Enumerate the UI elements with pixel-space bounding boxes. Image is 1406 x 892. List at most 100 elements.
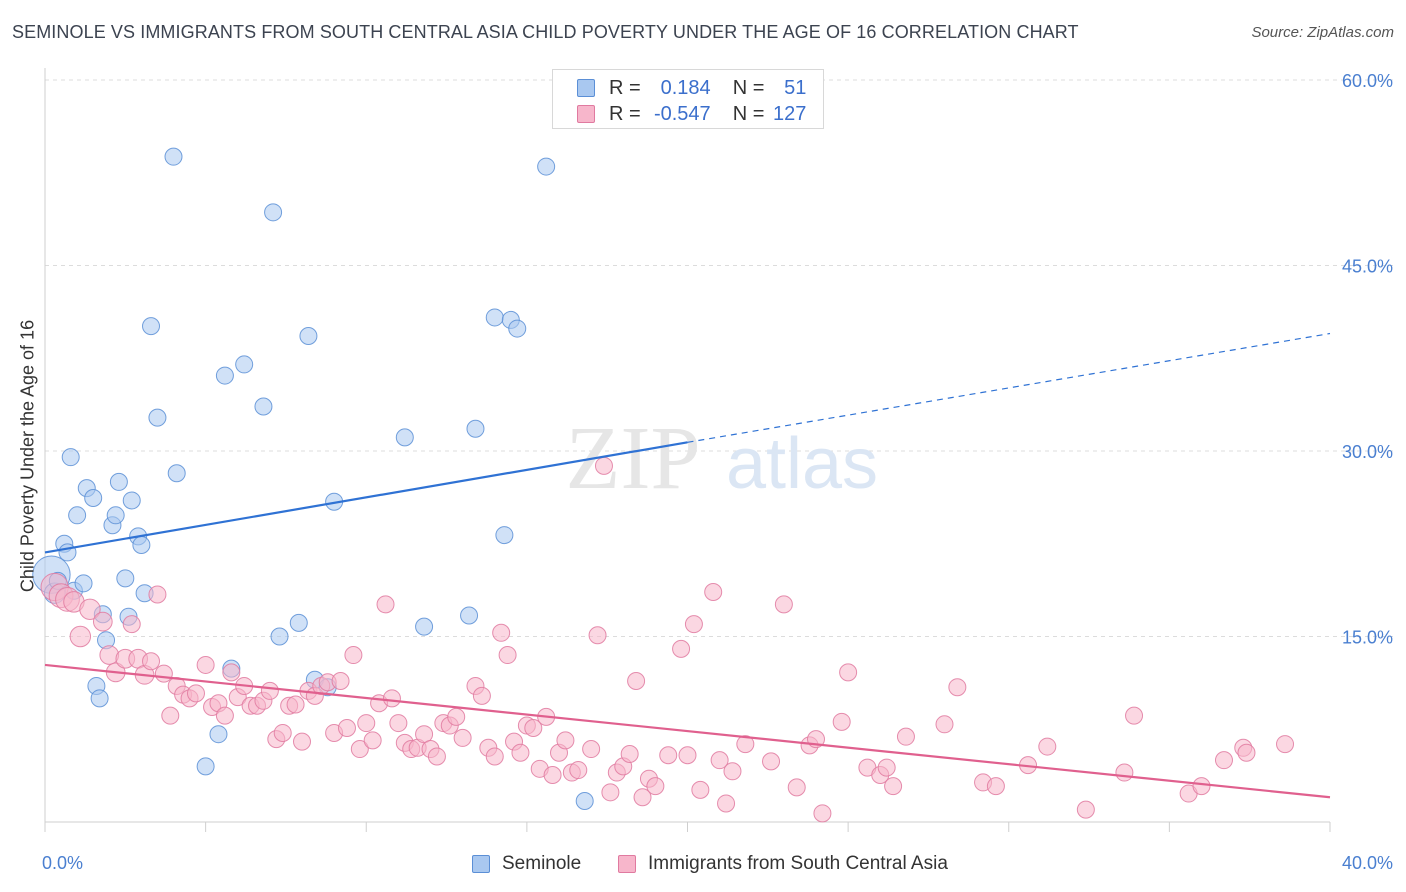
seminole-point xyxy=(116,569,135,588)
immigrants-point xyxy=(142,652,161,671)
immigrants-point xyxy=(1038,737,1057,756)
immigrants-point xyxy=(832,712,851,731)
bottom-legend-immigrants: Immigrants from South Central Asia xyxy=(618,851,948,877)
immigrants-point xyxy=(357,714,376,733)
immigrants-point xyxy=(1192,777,1211,796)
source-credit: Source: ZipAtlas.com xyxy=(1251,24,1394,41)
immigrants-point xyxy=(99,645,120,665)
seminole-r-value: 0.184 xyxy=(660,76,711,99)
r-label: R = xyxy=(609,76,641,99)
seminole-point xyxy=(209,725,228,744)
immigrants-swatch xyxy=(577,105,595,123)
immigrants-point xyxy=(633,788,652,807)
immigrants-point xyxy=(427,747,446,766)
immigrants-point xyxy=(337,719,356,738)
immigrants-point xyxy=(948,678,967,697)
immigrants-point xyxy=(186,684,205,703)
seminole-point xyxy=(254,397,273,416)
immigrants-point xyxy=(492,623,511,642)
chart-title: SEMINOLE VS IMMIGRANTS FROM SOUTH CENTRA… xyxy=(12,22,1079,42)
immigrants-point xyxy=(485,747,504,766)
immigrants-point xyxy=(736,735,755,754)
legend-row-immigrants: R = -0.547 N = 127 xyxy=(577,101,806,127)
immigrants-point xyxy=(704,582,723,601)
seminole-point xyxy=(74,574,93,593)
seminole-point xyxy=(495,526,514,545)
stats-legend: R = 0.184 N = 51 R = -0.547 N = 127 xyxy=(552,69,824,129)
immigrants-point xyxy=(588,626,607,645)
immigrants-point xyxy=(350,740,369,759)
immigrants-point xyxy=(659,746,678,765)
immigrants-point xyxy=(511,743,530,762)
x-tick-label: 0.0% xyxy=(42,853,83,873)
immigrants-point xyxy=(601,783,620,802)
seminole-legend-label: Seminole xyxy=(502,853,582,874)
seminole-point xyxy=(264,203,283,222)
seminole-point xyxy=(575,791,594,810)
r-label: R = xyxy=(609,102,641,125)
immigrants-point xyxy=(986,777,1005,796)
seminole-point xyxy=(485,308,504,327)
seminole-point xyxy=(215,366,234,385)
immigrants-point xyxy=(363,731,382,750)
immigrants-point xyxy=(524,719,543,738)
seminole-point xyxy=(122,491,141,510)
immigrants-point xyxy=(215,706,234,725)
immigrants-point xyxy=(672,639,691,658)
seminole-point xyxy=(270,627,289,646)
immigrants-point xyxy=(935,715,954,734)
seminole-point xyxy=(106,506,125,525)
immigrants-point xyxy=(260,681,279,700)
immigrants-point xyxy=(710,751,729,770)
seminole-n-value: 51 xyxy=(784,76,807,99)
immigrants-point xyxy=(447,707,466,726)
immigrants-point xyxy=(594,456,613,475)
immigrants-point xyxy=(498,646,517,665)
y-tick-label: 15.0% xyxy=(1342,628,1393,648)
seminole-point xyxy=(132,535,151,554)
seminole-point xyxy=(466,419,485,438)
immigrants-point xyxy=(620,744,639,763)
seminole-point xyxy=(395,428,414,447)
immigrants-r-value: -0.547 xyxy=(653,102,711,125)
immigrants-point xyxy=(723,762,742,781)
immigrants-point xyxy=(646,777,665,796)
immigrants-n-value: 127 xyxy=(773,102,807,125)
immigrants-point xyxy=(839,663,858,682)
seminole-point xyxy=(196,757,215,776)
immigrants-point xyxy=(684,615,703,634)
seminole-point xyxy=(167,464,186,483)
immigrants-point xyxy=(627,672,646,691)
immigrants-point xyxy=(196,655,215,674)
immigrants-point xyxy=(896,727,915,746)
immigrants-point xyxy=(376,595,395,614)
immigrants-point xyxy=(161,706,180,725)
immigrants-point xyxy=(877,758,896,777)
immigrants-point xyxy=(1076,800,1095,819)
immigrants-trend-line xyxy=(44,663,1331,799)
immigrants-point xyxy=(787,778,806,797)
seminole-trend-extension xyxy=(687,332,1331,443)
immigrants-legend-swatch xyxy=(618,855,636,873)
legend-row-seminole: R = 0.184 N = 51 xyxy=(577,75,806,101)
immigrants-point xyxy=(884,777,903,796)
seminole-point xyxy=(460,606,479,625)
immigrants-legend-label: Immigrants from South Central Asia xyxy=(648,853,948,874)
immigrants-point xyxy=(222,663,241,682)
bottom-legend-seminole: Seminole xyxy=(472,851,581,877)
immigrants-point xyxy=(569,761,588,780)
immigrants-point xyxy=(273,723,292,742)
watermark-atlas: atlas xyxy=(726,424,878,504)
immigrants-point xyxy=(556,731,575,750)
seminole-point xyxy=(90,689,109,708)
immigrants-point xyxy=(154,664,173,683)
seminole-point xyxy=(142,317,161,336)
immigrants-point xyxy=(717,794,736,813)
immigrants-point xyxy=(344,646,363,665)
seminole-point xyxy=(235,355,254,374)
seminole-trend-line xyxy=(44,441,688,554)
immigrants-point xyxy=(453,728,472,747)
y-axis-label: Child Poverty Under the Age of 16 xyxy=(17,319,38,593)
immigrants-point xyxy=(331,672,350,691)
